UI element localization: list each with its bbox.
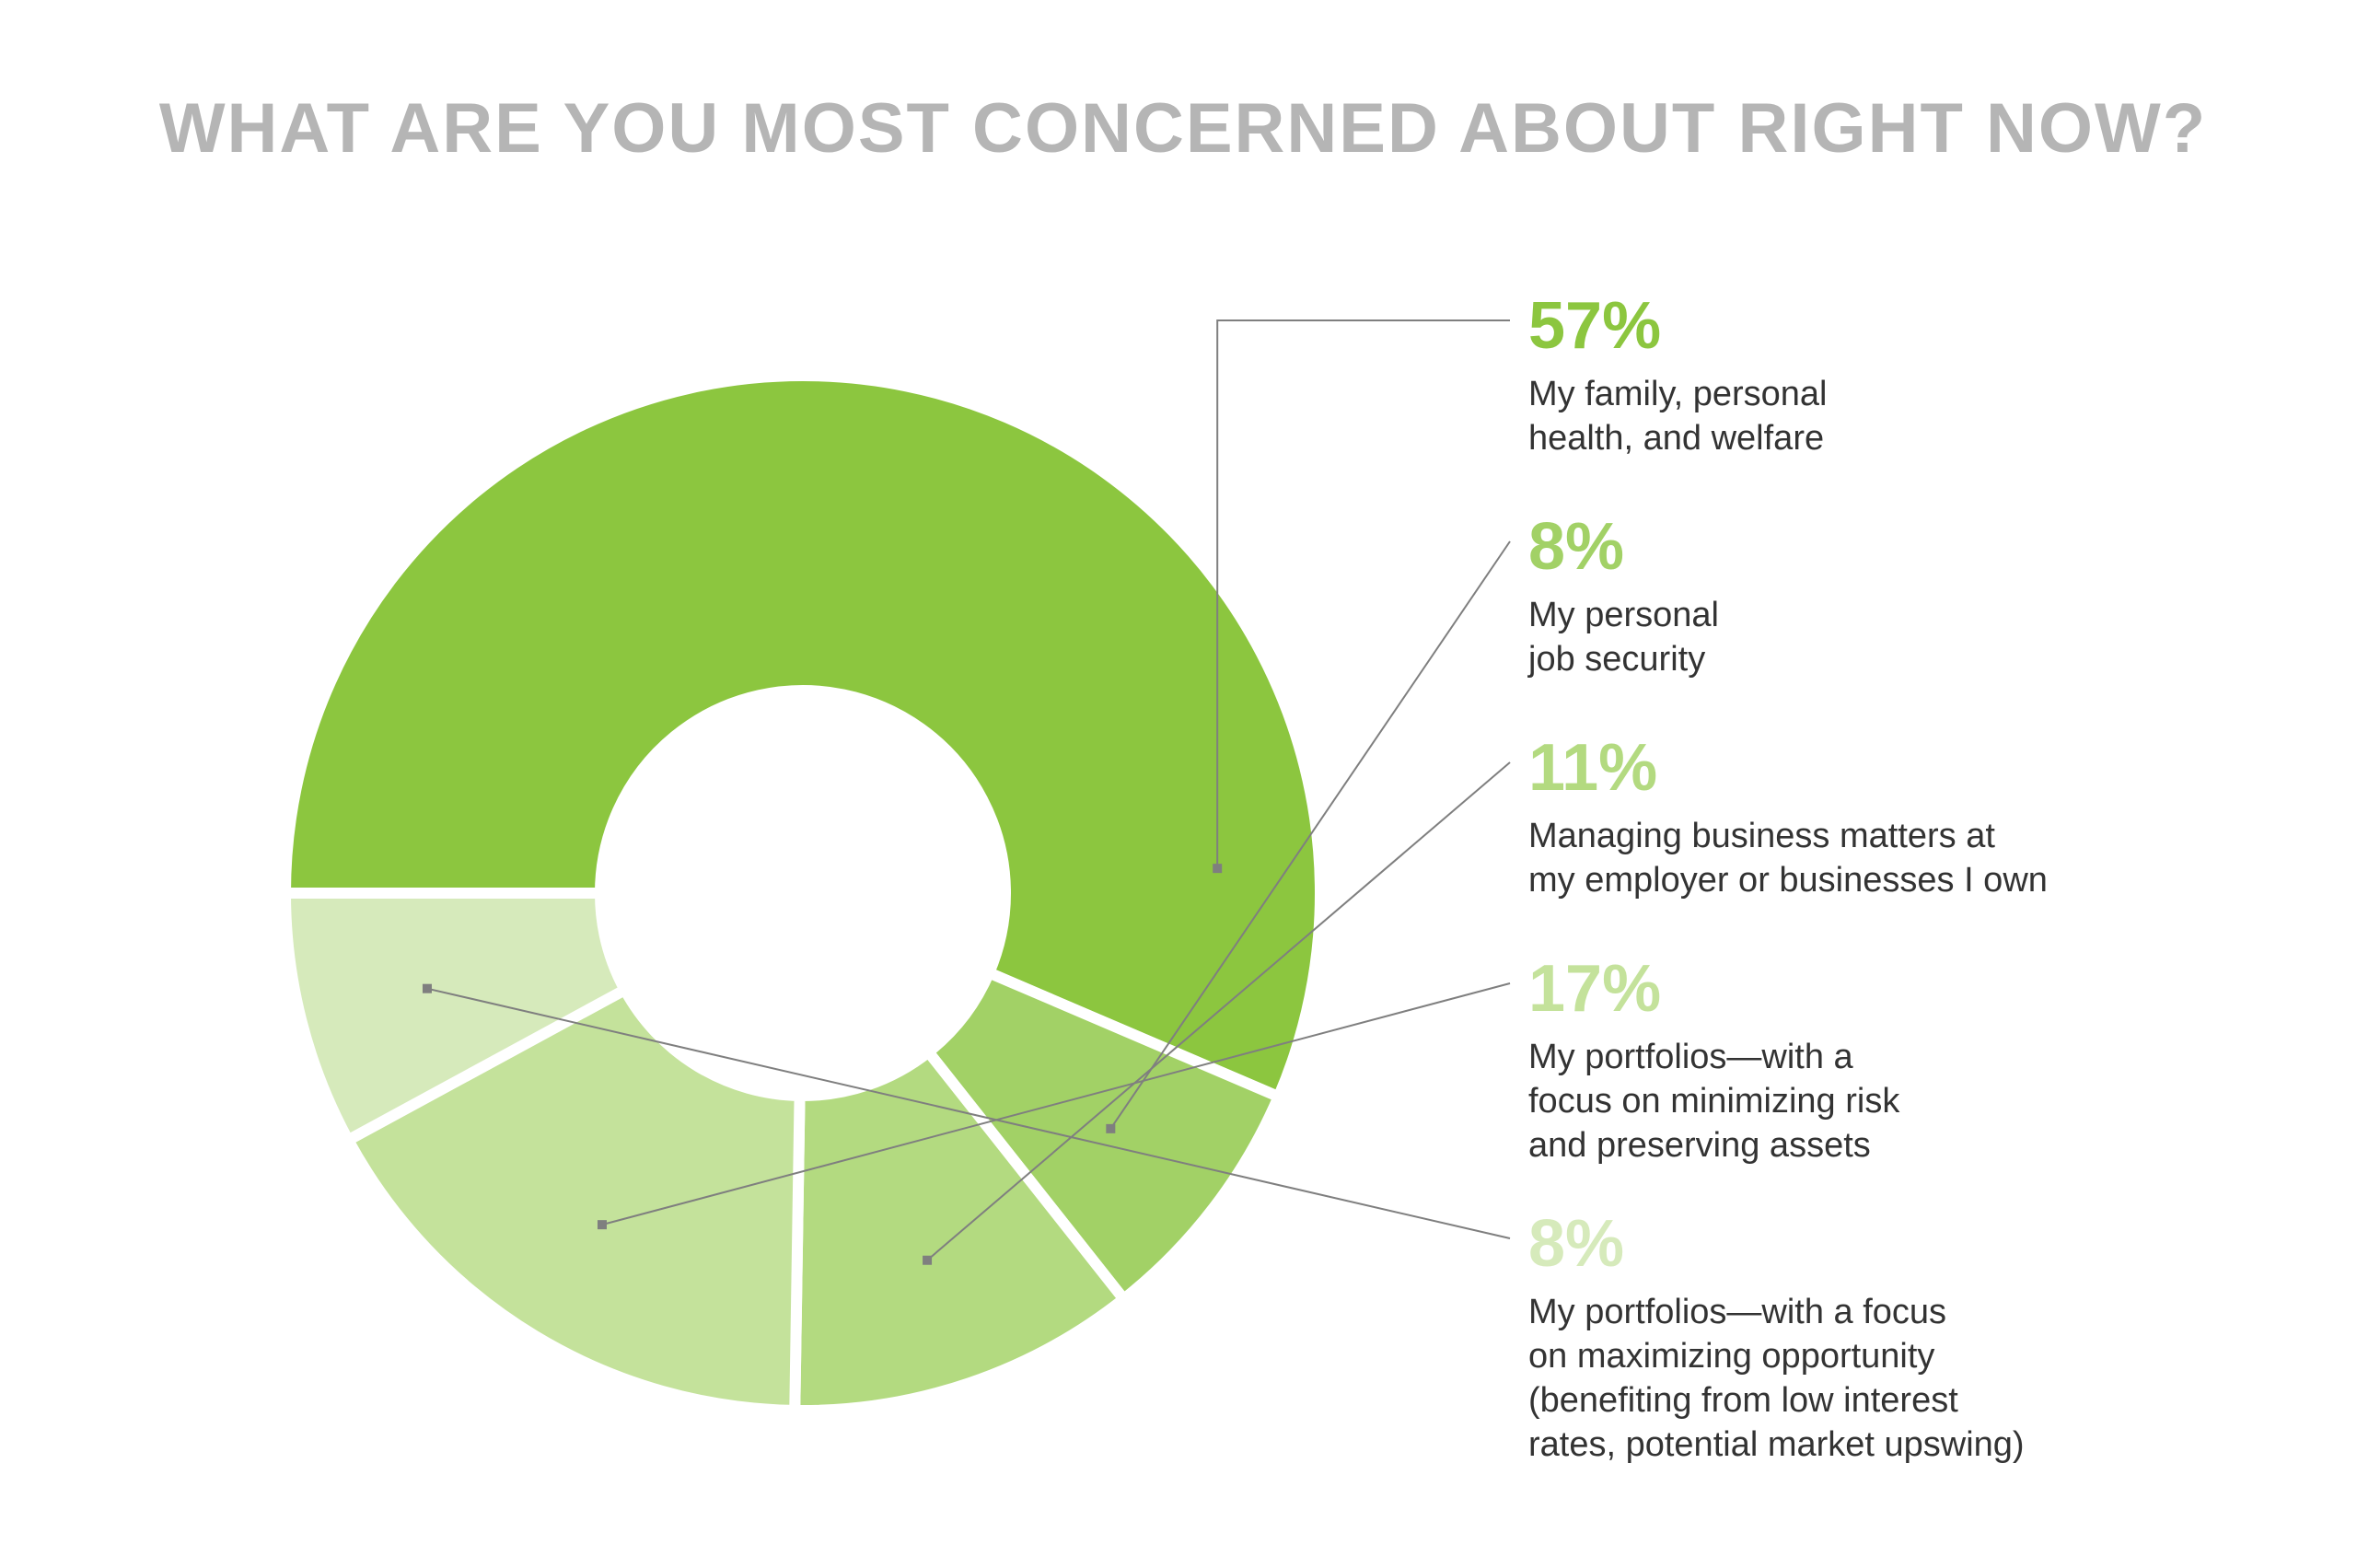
slice-description-line: my employer or businesses I own: [1528, 861, 2048, 900]
slice-description-line: and preserving assets: [1528, 1126, 1871, 1165]
slice-label-4: 17% My portfolios—with a focus on minimizi…: [1528, 952, 1900, 1165]
slice-description-line: rates, potential market upswing): [1528, 1425, 2025, 1464]
leader-dot-4: [597, 1220, 607, 1230]
chart-title: WHAT ARE YOU MOST CONCERNED ABOUT RIGHT …: [159, 89, 2207, 168]
leader-line-3: [926, 761, 1511, 1261]
slice-label-1: 57% My family, personal health, and welfar…: [1528, 289, 1828, 458]
slice-description-line: health, and welfare: [1528, 419, 1824, 458]
leaders-layer: [422, 319, 1511, 1265]
slice-label-5: 8% My portfolios—with a focus on maximizin…: [1528, 1207, 2025, 1464]
leader-line-2: [1109, 540, 1511, 1130]
leader-dot-1: [1213, 864, 1223, 874]
leader-dot-5: [422, 983, 432, 993]
slice-description-line: Managing business matters at: [1528, 817, 1995, 855]
donut-slice-1: [279, 370, 1326, 1104]
slice-description-line: on maximizing opportunity: [1528, 1337, 1934, 1376]
leader-line-4: [601, 982, 1511, 1226]
donut-slice-5: [279, 888, 633, 1148]
slice-description-line: (benefiting from low interest: [1528, 1381, 1958, 1420]
slice-description-line: My portfolios—with a focus: [1528, 1293, 1946, 1331]
slice-description-line: My portfolios—with a: [1528, 1038, 1854, 1076]
donut-slice-4: [341, 981, 806, 1417]
labels-layer: 57% My family, personal health, and welfar…: [1527, 289, 2048, 1464]
slice-label-2: 8% My personal job security: [1527, 510, 1719, 679]
donut-slice-2: [920, 965, 1286, 1307]
leader-dot-3: [923, 1255, 933, 1265]
slice-percent-1: 57%: [1528, 289, 1661, 363]
slice-percent-4: 17%: [1528, 952, 1661, 1026]
slice-percent-5: 8%: [1528, 1207, 1624, 1281]
donut-slice-3: [789, 1044, 1132, 1416]
slice-percent-2: 8%: [1528, 510, 1624, 584]
leader-line-5: [426, 987, 1511, 1239]
slice-description-line: job security: [1527, 640, 1705, 679]
slice-description-line: focus on minimizing risk: [1528, 1082, 1900, 1121]
slice-description-line: My family, personal: [1528, 375, 1828, 413]
slice-label-3: 11% Managing business matters at my employ…: [1528, 731, 2048, 900]
slices-layer: [279, 370, 1326, 1417]
slice-percent-3: 11%: [1528, 731, 1657, 805]
slice-description-line: My personal: [1528, 596, 1719, 634]
leader-dot-2: [1106, 1123, 1116, 1133]
leader-line-1: [1216, 319, 1510, 869]
